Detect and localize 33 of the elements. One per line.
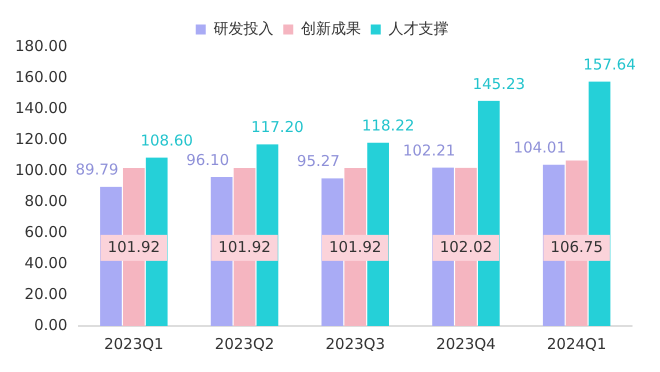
y-tick-label: 20.00 (24, 284, 68, 303)
data-label: 101.92 (328, 238, 382, 256)
data-label: 95.27 (296, 152, 340, 170)
data-label: 108.60 (140, 132, 193, 150)
y-tick-label: 120.00 (14, 130, 68, 148)
y-tick-label: 160.00 (14, 68, 68, 86)
data-label: 117.20 (251, 118, 304, 136)
y-tick-label: 180.00 (14, 36, 68, 55)
x-tick-label: 2023Q4 (436, 334, 496, 353)
y-tick-label: 0.00 (34, 316, 68, 334)
data-label: 145.23 (472, 74, 526, 93)
data-label: 89.79 (75, 160, 118, 179)
y-tick-label: 80.00 (24, 192, 68, 210)
legend-label: 人才支撑 (388, 19, 448, 38)
x-tick-label: 2023Q2 (214, 334, 274, 353)
data-label: 96.10 (186, 150, 230, 169)
data-label: 157.64 (583, 56, 636, 74)
x-tick-label: 2023Q1 (104, 334, 164, 353)
x-tick-label: 2023Q3 (325, 334, 386, 353)
data-label: 118.22 (362, 116, 414, 135)
y-tick-label: 60.00 (24, 222, 68, 241)
data-label: 104.01 (514, 138, 566, 157)
y-tick-label: 100.00 (14, 160, 68, 179)
y-tick-label: 40.00 (24, 254, 68, 272)
data-label: 101.92 (218, 238, 271, 256)
legend-label: 创新成果 (300, 19, 361, 38)
legend-label: 研发投入 (213, 19, 274, 38)
x-tick-label: 2024Q1 (546, 334, 606, 353)
data-label: 102.02 (440, 238, 492, 256)
y-tick-label: 140.00 (14, 98, 68, 117)
data-label: 101.92 (108, 238, 160, 256)
data-label: 106.75 (550, 238, 603, 256)
data-label: 102.21 (402, 141, 456, 160)
